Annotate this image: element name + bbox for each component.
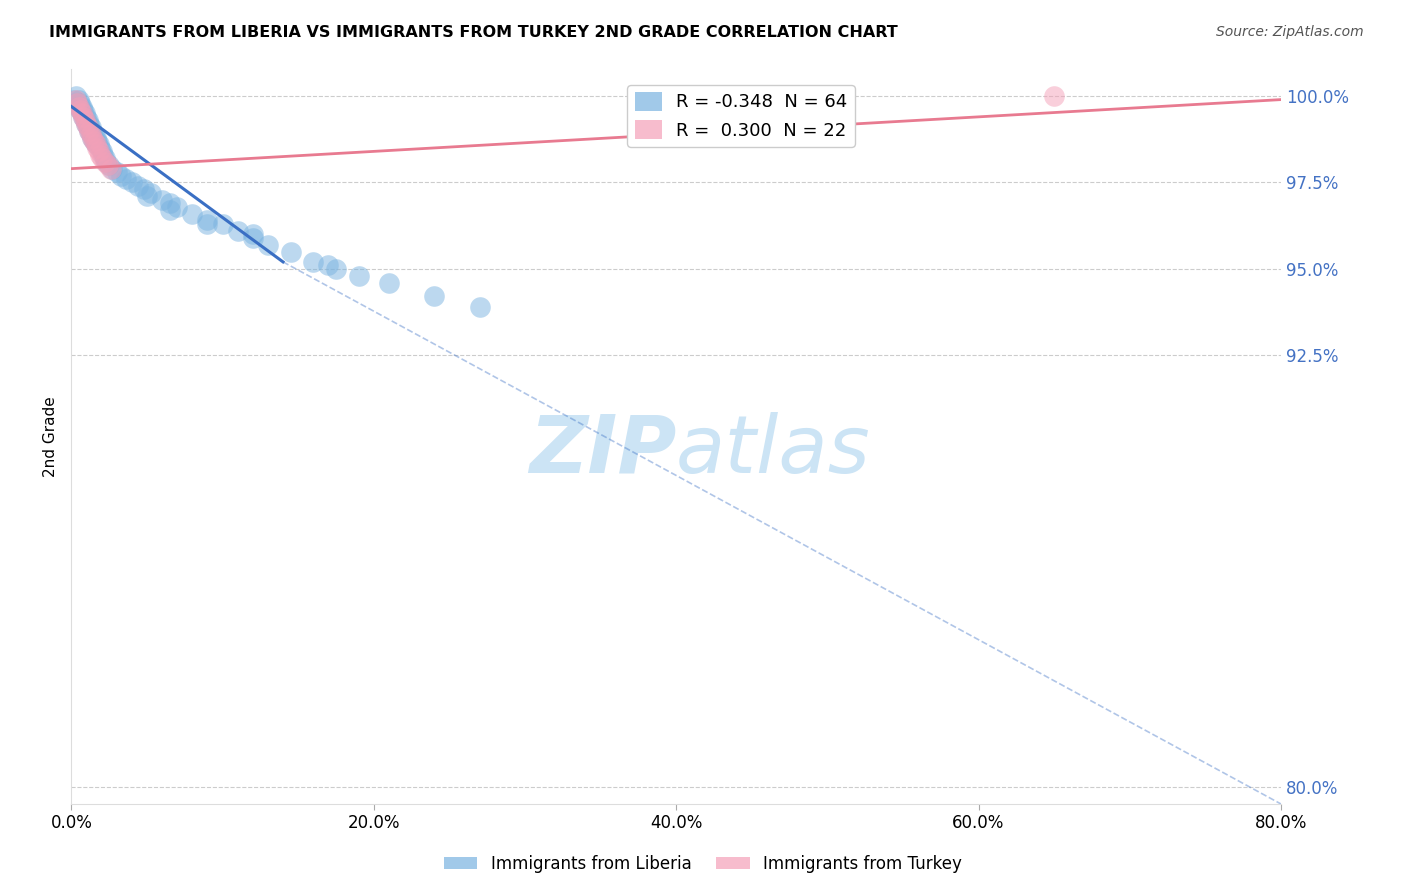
Point <box>79 117 101 131</box>
Point <box>80 127 103 141</box>
Point <box>80 120 103 135</box>
Point <box>75 117 97 131</box>
Text: Source: ZipAtlas.com: Source: ZipAtlas.com <box>1216 25 1364 39</box>
Point <box>80 127 103 141</box>
Point <box>89 141 111 155</box>
Point <box>83 127 105 141</box>
Point <box>63 93 86 107</box>
Point <box>97 158 120 172</box>
Point <box>127 178 149 193</box>
Point <box>121 176 143 190</box>
Point <box>77 120 100 135</box>
Point <box>100 161 122 176</box>
Point <box>65 89 87 103</box>
Point <box>91 148 114 162</box>
Point <box>70 99 93 113</box>
Point <box>67 99 90 113</box>
Point <box>242 227 264 242</box>
Point <box>302 255 325 269</box>
Point <box>98 158 121 172</box>
Point <box>77 113 100 128</box>
Point <box>93 154 115 169</box>
Point <box>66 96 89 111</box>
Point <box>150 193 173 207</box>
Point <box>84 137 107 152</box>
Point <box>82 130 104 145</box>
Point <box>83 134 105 148</box>
Point <box>69 103 91 117</box>
Point <box>69 103 91 117</box>
Point <box>468 300 491 314</box>
Point <box>84 130 107 145</box>
Point <box>423 289 446 303</box>
Point <box>197 213 219 227</box>
Point <box>257 237 280 252</box>
Point <box>79 123 101 137</box>
Point <box>82 123 104 137</box>
Point <box>77 120 100 135</box>
Point <box>135 189 157 203</box>
Point <box>141 186 163 200</box>
Point <box>101 161 124 176</box>
Point <box>84 137 107 152</box>
Point <box>87 137 110 152</box>
Point <box>73 113 96 128</box>
Point <box>65 93 87 107</box>
Point <box>226 224 249 238</box>
Point <box>159 196 181 211</box>
Point <box>82 130 104 145</box>
Point <box>75 117 97 131</box>
Point <box>1043 89 1066 103</box>
Point <box>242 230 264 244</box>
Point <box>325 261 347 276</box>
Point <box>94 154 117 169</box>
Point <box>211 217 233 231</box>
Point <box>280 244 302 259</box>
Point <box>70 106 93 120</box>
Point <box>378 276 401 290</box>
Point <box>79 123 101 137</box>
Point <box>73 113 96 128</box>
Point <box>66 96 89 111</box>
Point <box>86 141 108 155</box>
Point <box>110 169 132 183</box>
Point <box>166 200 188 214</box>
Point <box>67 99 90 113</box>
Point <box>93 151 115 165</box>
Point <box>72 110 94 124</box>
Point <box>318 258 340 272</box>
Point <box>67 93 90 107</box>
Point <box>181 206 204 220</box>
Point <box>72 103 94 117</box>
Point <box>132 182 155 196</box>
Point <box>75 110 97 124</box>
Point <box>105 165 128 179</box>
Point <box>72 110 94 124</box>
Point <box>87 145 110 159</box>
Text: IMMIGRANTS FROM LIBERIA VS IMMIGRANTS FROM TURKEY 2ND GRADE CORRELATION CHART: IMMIGRANTS FROM LIBERIA VS IMMIGRANTS FR… <box>49 25 898 40</box>
Text: ZIP: ZIP <box>529 412 676 490</box>
Legend: Immigrants from Liberia, Immigrants from Turkey: Immigrants from Liberia, Immigrants from… <box>437 848 969 880</box>
Text: atlas: atlas <box>676 412 870 490</box>
Point <box>83 134 105 148</box>
Point <box>90 151 112 165</box>
Point <box>347 268 370 283</box>
Point <box>197 217 219 231</box>
Y-axis label: 2nd Grade: 2nd Grade <box>44 396 58 476</box>
Point <box>89 148 111 162</box>
Point <box>159 203 181 218</box>
Point <box>114 172 136 186</box>
Legend: R = -0.348  N = 64, R =  0.300  N = 22: R = -0.348 N = 64, R = 0.300 N = 22 <box>627 85 855 147</box>
Point <box>90 145 112 159</box>
Point <box>86 134 108 148</box>
Point <box>69 96 91 111</box>
Point <box>70 106 93 120</box>
Point <box>73 106 96 120</box>
